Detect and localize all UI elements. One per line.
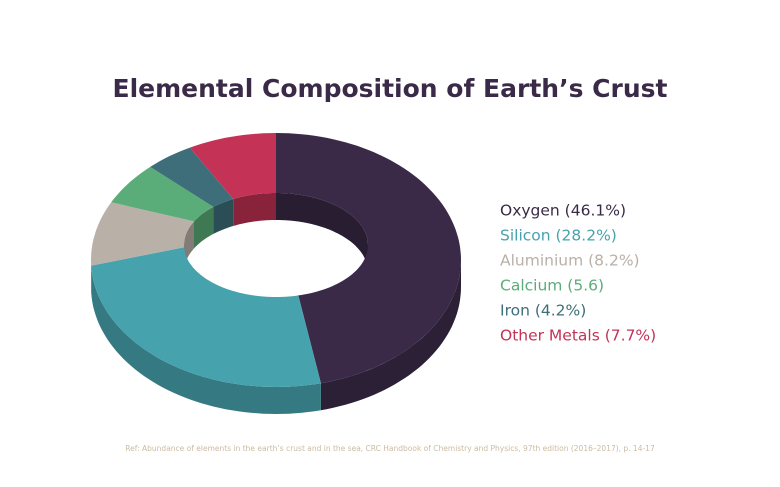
slice-outer-wall — [91, 265, 321, 414]
slice — [91, 202, 194, 266]
slice — [189, 133, 276, 199]
legend-label: Iron (4.2%) — [500, 302, 586, 320]
slice-inner-wall — [276, 193, 368, 272]
legend-label: Aluminium (8.2%) — [500, 252, 640, 270]
slice-inner-wall — [213, 199, 234, 234]
slice-outer-wall — [320, 260, 461, 411]
legend-label: Silicon (28.2%) — [500, 227, 617, 245]
slice — [111, 166, 214, 222]
legend-label: Oxygen (46.1%) — [500, 202, 626, 220]
legend-label: Calcium (5.6) — [500, 277, 604, 295]
slice — [276, 133, 461, 384]
legend-label: Other Metals (7.7%) — [500, 327, 656, 345]
slice — [150, 147, 234, 207]
slice-inner-wall — [194, 206, 214, 249]
source-note: Ref: Abundance of elements in the earth’… — [125, 444, 655, 453]
slice-inner-wall — [233, 193, 276, 226]
chart-title: Elemental Composition of Earth’s Crust — [113, 74, 668, 103]
slice — [91, 247, 321, 387]
